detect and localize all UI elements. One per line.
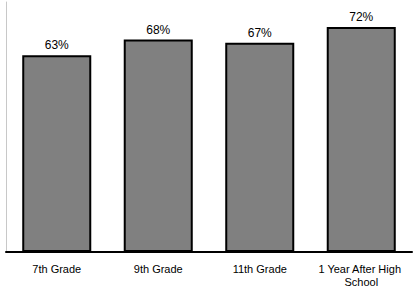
svg-text:68%: 68% <box>146 23 170 37</box>
svg-text:7th Grade: 7th Grade <box>32 263 81 275</box>
svg-text:63%: 63% <box>45 38 69 52</box>
svg-text:67%: 67% <box>248 26 272 40</box>
svg-text:9th Grade: 9th Grade <box>134 263 183 275</box>
svg-text:11th Grade: 11th Grade <box>233 263 287 275</box>
svg-text:72%: 72% <box>349 10 373 24</box>
svg-text:School: School <box>344 276 378 288</box>
svg-text:1 Year After High: 1 Year After High <box>318 263 404 275</box>
